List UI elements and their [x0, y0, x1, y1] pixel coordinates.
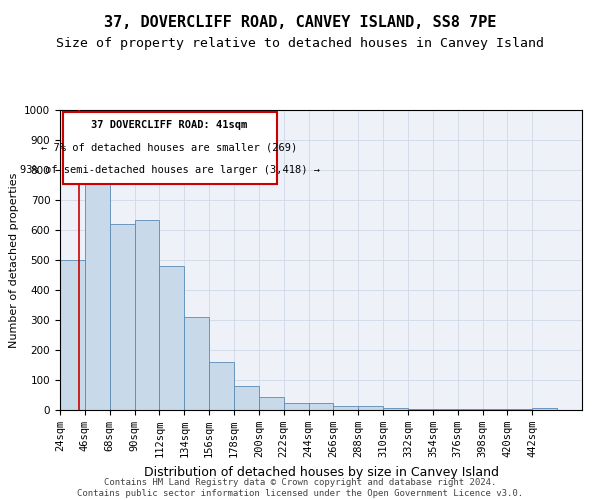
Text: Contains HM Land Registry data © Crown copyright and database right 2024.
Contai: Contains HM Land Registry data © Crown c… — [77, 478, 523, 498]
Text: 37 DOVERCLIFF ROAD: 41sqm: 37 DOVERCLIFF ROAD: 41sqm — [91, 120, 248, 130]
Bar — [334, 406, 358, 410]
FancyBboxPatch shape — [62, 112, 277, 184]
Bar — [134, 220, 160, 410]
Bar — [458, 409, 482, 410]
Bar — [284, 404, 308, 410]
Bar — [85, 167, 110, 410]
Text: 93% of semi-detached houses are larger (3,418) →: 93% of semi-detached houses are larger (… — [20, 165, 320, 175]
Bar — [209, 362, 234, 410]
Bar — [60, 260, 85, 410]
Bar — [259, 398, 284, 410]
Text: ← 7% of detached houses are smaller (269): ← 7% of detached houses are smaller (269… — [41, 143, 298, 153]
X-axis label: Distribution of detached houses by size in Canvey Island: Distribution of detached houses by size … — [143, 466, 499, 478]
Text: 37, DOVERCLIFF ROAD, CANVEY ISLAND, SS8 7PE: 37, DOVERCLIFF ROAD, CANVEY ISLAND, SS8 … — [104, 15, 496, 30]
Bar — [308, 404, 334, 410]
Bar — [110, 224, 134, 410]
Y-axis label: Number of detached properties: Number of detached properties — [8, 172, 19, 348]
Bar — [433, 409, 458, 410]
Bar — [358, 406, 383, 410]
Bar — [160, 266, 184, 410]
Bar — [234, 386, 259, 410]
Bar — [532, 408, 557, 410]
Bar — [383, 408, 408, 410]
Bar — [184, 317, 209, 410]
Text: Size of property relative to detached houses in Canvey Island: Size of property relative to detached ho… — [56, 38, 544, 51]
Bar — [408, 408, 433, 410]
